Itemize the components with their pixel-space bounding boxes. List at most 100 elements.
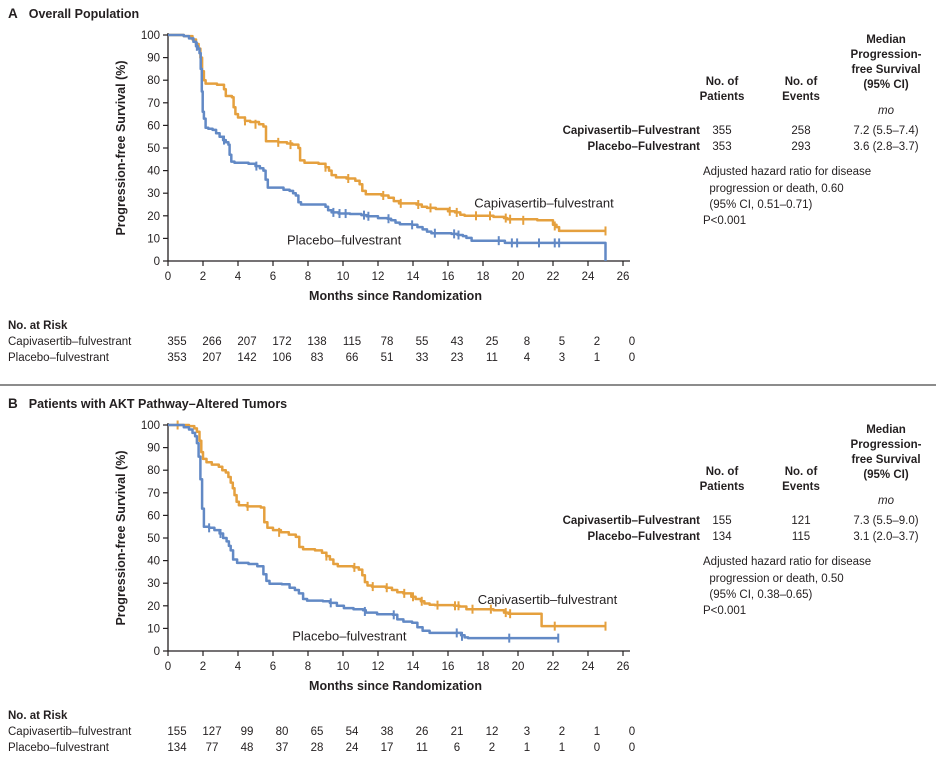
risk-value: 11 (416, 741, 428, 754)
x-tick-label: 22 (547, 661, 560, 673)
x-tick-label: 24 (582, 661, 595, 673)
risk-value: 266 (202, 336, 222, 348)
x-tick-label: 6 (270, 661, 276, 673)
col-header-no-of-events: No. of Events (782, 76, 820, 103)
stats-table: No. of Patients No. of Events Median Pro… (0, 390, 936, 630)
y-axis-label: Progression-free Survival (%) (114, 60, 128, 235)
risk-row-name: Capivasertib–fulvestrant (8, 336, 132, 348)
panel-heading: Patients with AKT Pathway–Altered Tumors (28, 397, 288, 411)
x-tick-label: 0 (165, 661, 171, 673)
x-tick-label: 22 (547, 271, 560, 283)
risk-value: 1 (523, 741, 531, 754)
y-tick-label: 40 (147, 166, 160, 178)
col-header-median-pfs: Median Progression- free Survival (95% C… (850, 34, 922, 91)
y-tick-label: 30 (147, 578, 160, 590)
stat-row-capivasertib-name: Capivasertib–Fulvestrant (562, 125, 700, 137)
y-tick-label: 70 (147, 98, 160, 110)
risk-value: 3 (523, 726, 531, 738)
risk-value: 4 (523, 351, 531, 364)
risk-value: 2 (488, 741, 496, 754)
risk-value: 21 (450, 726, 464, 738)
panel-akt-pathway-altered: B Patients with AKT Pathway–Altered Tumor… (0, 390, 936, 767)
y-tick-label: 20 (147, 211, 160, 223)
x-tick-label: 0 (165, 271, 171, 283)
km-curve (168, 423, 606, 628)
y-tick-label: 0 (154, 256, 160, 268)
risk-value: 11 (486, 351, 498, 364)
stat-row-placebo-patients: 353 (712, 141, 732, 153)
stat-row-capivasertib-patients: 155 (712, 515, 732, 527)
panel-heading: Overall Population (28, 7, 140, 21)
risk-value: 23 (450, 351, 464, 364)
risk-value: 0 (593, 741, 601, 754)
stat-row-capivasertib-median: 7.3 (5.5–9.0) (853, 515, 919, 527)
x-tick-label: 8 (305, 271, 311, 283)
panel-title: A Overall Population (8, 5, 139, 23)
hazard-ratio-note: Adjusted hazard ratio for disease progre… (703, 166, 872, 211)
x-axis-label: Months since Randomization (309, 679, 482, 693)
y-tick-label: 80 (147, 75, 160, 87)
risk-value: 2 (593, 336, 601, 348)
risk-value: 37 (275, 741, 289, 754)
risk-value: 54 (345, 726, 359, 738)
p-value: P<0.001 (703, 605, 747, 617)
risk-value: 115 (342, 336, 362, 348)
risk-value: 17 (380, 741, 394, 754)
y-tick-label: 50 (147, 533, 160, 545)
stat-row-placebo-median: 3.1 (2.0–3.7) (853, 531, 919, 543)
risk-value: 66 (345, 351, 359, 364)
risk-row-name: Capivasertib–fulvestrant (8, 726, 132, 738)
stat-row-placebo-name: Placebo–Fulvestrant (587, 531, 700, 543)
risk-value: 51 (380, 351, 394, 364)
risk-value: 26 (415, 726, 429, 738)
stat-row-capivasertib-median: 7.2 (5.5–7.4) (853, 125, 919, 137)
x-tick-label: 6 (270, 271, 276, 283)
y-tick-label: 0 (154, 646, 160, 658)
risk-value: 106 (272, 351, 292, 364)
y-tick-label: 40 (147, 556, 160, 568)
y-tick-label: 60 (147, 510, 160, 522)
number-at-risk-title: No. at Risk (8, 320, 68, 332)
risk-value: 355 (167, 336, 187, 348)
x-tick-label: 16 (442, 661, 455, 673)
col-header-no-of-patients: No. of Patients (699, 76, 745, 103)
stats-table: No. of Patients No. of Events Median Pro… (0, 0, 936, 240)
unit-months-label: mo (878, 495, 894, 507)
stat-row-capivasertib-name: Capivasertib–Fulvestrant (562, 515, 700, 527)
y-tick-label: 100 (141, 420, 160, 432)
risk-value: 3 (558, 351, 566, 364)
risk-value: 0 (628, 351, 636, 364)
col-header-no-of-patients: No. of Patients (699, 466, 745, 493)
risk-value: 38 (380, 726, 394, 738)
risk-value: 207 (237, 336, 257, 348)
stat-row-capivasertib-events: 121 (791, 515, 811, 527)
risk-row-name: Placebo–fulvestrant (8, 741, 110, 754)
hazard-ratio-note: Adjusted hazard ratio for disease progre… (703, 556, 872, 601)
x-tick-label: 18 (477, 271, 490, 283)
risk-value: 83 (310, 351, 324, 364)
risk-value: 2 (558, 726, 566, 738)
x-tick-label: 2 (200, 271, 206, 283)
x-axis-label: Months since Randomization (309, 289, 482, 303)
curve-label: Placebo–fulvestrant (292, 628, 407, 643)
risk-value: 65 (310, 726, 324, 738)
risk-value: 134 (167, 741, 187, 754)
y-tick-label: 60 (147, 120, 160, 132)
number-at-risk-rows: Capivasertib–fulvestrant 155 127 99 80 65 54 38… (0, 726, 700, 762)
y-tick-label: 50 (147, 143, 160, 155)
stat-row-capivasertib-events: 258 (791, 125, 811, 137)
risk-value: 99 (240, 726, 254, 738)
risk-value: 0 (628, 726, 636, 738)
x-tick-label: 26 (617, 271, 630, 283)
risk-value: 80 (275, 726, 289, 738)
x-tick-label: 24 (582, 271, 595, 283)
number-at-risk-rows: Capivasertib–fulvestrant 355 266 207 172 138 1… (0, 336, 700, 372)
risk-value: 138 (307, 336, 327, 348)
curve-label: Capivasertib–fulvestrant (478, 592, 618, 607)
risk-value: 12 (485, 726, 499, 738)
x-tick-label: 12 (372, 271, 385, 283)
x-tick-label: 26 (617, 661, 630, 673)
